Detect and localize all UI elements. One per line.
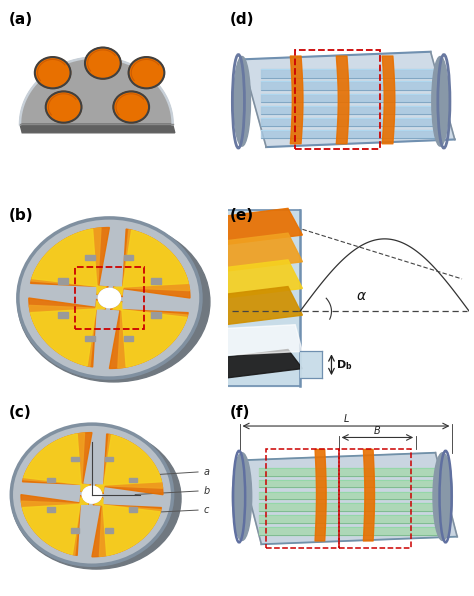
Polygon shape <box>71 528 79 533</box>
Circle shape <box>85 48 121 79</box>
Polygon shape <box>23 433 90 492</box>
Polygon shape <box>151 312 161 318</box>
Polygon shape <box>71 457 79 461</box>
Polygon shape <box>24 434 89 491</box>
Circle shape <box>113 91 149 123</box>
Polygon shape <box>30 228 109 295</box>
Polygon shape <box>242 52 455 147</box>
Text: (f): (f) <box>230 405 250 420</box>
Ellipse shape <box>232 453 252 541</box>
Circle shape <box>11 424 173 565</box>
Polygon shape <box>239 453 457 544</box>
Polygon shape <box>94 498 161 557</box>
Polygon shape <box>96 434 163 493</box>
Bar <box>266 449 339 548</box>
Polygon shape <box>58 278 68 284</box>
Polygon shape <box>22 433 92 492</box>
Polygon shape <box>225 325 302 355</box>
Circle shape <box>99 288 120 308</box>
Bar <box>339 449 411 548</box>
Polygon shape <box>92 498 162 557</box>
Circle shape <box>128 57 164 88</box>
Polygon shape <box>105 528 113 533</box>
Text: $\alpha$: $\alpha$ <box>356 289 366 303</box>
Polygon shape <box>210 233 302 271</box>
Ellipse shape <box>18 222 210 382</box>
Text: a: a <box>203 467 209 477</box>
Polygon shape <box>96 435 162 492</box>
Polygon shape <box>114 230 188 295</box>
Ellipse shape <box>11 428 181 569</box>
Polygon shape <box>210 260 302 298</box>
Polygon shape <box>21 496 88 555</box>
Polygon shape <box>210 287 302 325</box>
Polygon shape <box>151 278 161 284</box>
Polygon shape <box>112 302 188 368</box>
Polygon shape <box>29 298 106 367</box>
Circle shape <box>82 486 101 503</box>
Polygon shape <box>228 210 300 386</box>
Polygon shape <box>22 498 88 554</box>
Polygon shape <box>105 457 113 461</box>
Polygon shape <box>46 507 55 512</box>
Polygon shape <box>124 254 134 260</box>
Polygon shape <box>210 349 302 378</box>
Bar <box>295 50 380 149</box>
Polygon shape <box>113 229 190 298</box>
Polygon shape <box>113 229 190 296</box>
Polygon shape <box>31 228 107 294</box>
Ellipse shape <box>433 453 452 541</box>
Polygon shape <box>300 352 322 378</box>
Polygon shape <box>20 57 173 124</box>
Polygon shape <box>124 336 134 342</box>
Text: L: L <box>343 414 349 424</box>
Polygon shape <box>46 477 55 482</box>
Polygon shape <box>128 507 137 512</box>
Ellipse shape <box>234 57 250 146</box>
Polygon shape <box>85 254 95 260</box>
Text: (a): (a) <box>9 12 33 27</box>
Text: (b): (b) <box>9 209 34 224</box>
Polygon shape <box>58 312 68 318</box>
Polygon shape <box>210 209 302 244</box>
Polygon shape <box>95 498 160 555</box>
Polygon shape <box>128 477 137 482</box>
Polygon shape <box>21 495 89 555</box>
Polygon shape <box>29 300 105 367</box>
Polygon shape <box>30 301 105 366</box>
Circle shape <box>18 218 201 378</box>
Polygon shape <box>20 124 175 133</box>
Circle shape <box>35 57 71 88</box>
Text: B: B <box>374 426 381 436</box>
Ellipse shape <box>432 57 449 146</box>
Text: (c): (c) <box>9 405 32 420</box>
Circle shape <box>46 91 82 123</box>
Text: (e): (e) <box>230 209 254 224</box>
Polygon shape <box>109 301 188 368</box>
Polygon shape <box>32 229 106 294</box>
Polygon shape <box>85 336 95 342</box>
Text: b: b <box>203 486 210 496</box>
Text: (d): (d) <box>230 12 255 27</box>
Text: c: c <box>203 505 209 515</box>
Bar <box>74 268 144 328</box>
Polygon shape <box>113 302 187 367</box>
Polygon shape <box>95 434 163 495</box>
Text: $\mathbf{D_b}$: $\mathbf{D_b}$ <box>336 358 353 372</box>
